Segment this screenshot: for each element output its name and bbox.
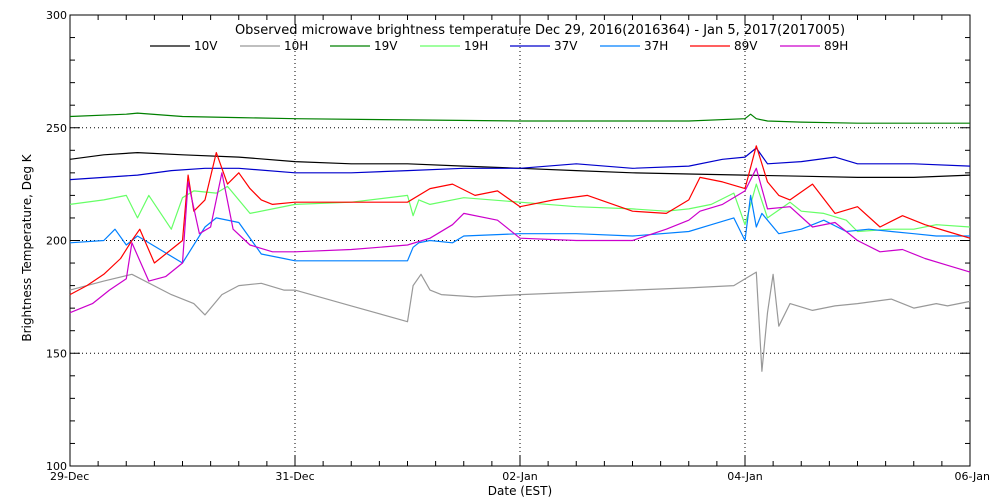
legend: 10V 10H 19V 19H 37V 37H 89V 89H	[150, 39, 848, 53]
legend-label-89V: 89V	[734, 39, 758, 53]
y-tick-label: 300	[46, 9, 67, 22]
series-line-37H	[69, 194, 970, 264]
y-tick-label: 100	[46, 460, 67, 473]
series-line-89H	[69, 167, 971, 314]
y-axis-label: Brightness Temperature, Deg K	[20, 153, 34, 341]
legend-label-10V: 10V	[194, 39, 218, 53]
series-line-37V	[69, 147, 971, 181]
series-line-10H	[69, 271, 971, 372]
x-tick-label: 04-Jan	[727, 470, 763, 483]
y-tick-label: 250	[46, 122, 67, 135]
x-axis-label: Date (EST)	[488, 484, 552, 498]
chart-title: Observed microwave brightness temperatur…	[235, 23, 845, 38]
legend-label-37H: 37H	[644, 39, 668, 53]
legend-label-10H: 10H	[284, 39, 308, 53]
series-line-19H	[69, 183, 971, 233]
series-line-89V	[69, 145, 971, 296]
legend-label-37V: 37V	[554, 39, 578, 53]
y-tick-label: 150	[46, 347, 67, 360]
legend-label-19V: 19V	[374, 39, 398, 53]
grid-layer	[70, 15, 970, 466]
tick-layer: 100 150 200 250 300 29-Dec 31-Dec 02-Jan 04-Jan 0…	[46, 9, 990, 483]
x-tick-label: 06-Jan	[954, 470, 990, 483]
x-tick-label: 02-Jan	[502, 470, 538, 483]
series-line-10V	[69, 152, 971, 178]
series-line-19V	[69, 112, 970, 124]
legend-label-89H: 89H	[824, 39, 848, 53]
legend-label-19H: 19H	[464, 39, 488, 53]
series-layer	[69, 112, 971, 372]
y-tick-label: 200	[46, 235, 67, 248]
x-tick-label: 29-Dec	[50, 470, 89, 483]
x-tick-label: 31-Dec	[275, 470, 314, 483]
